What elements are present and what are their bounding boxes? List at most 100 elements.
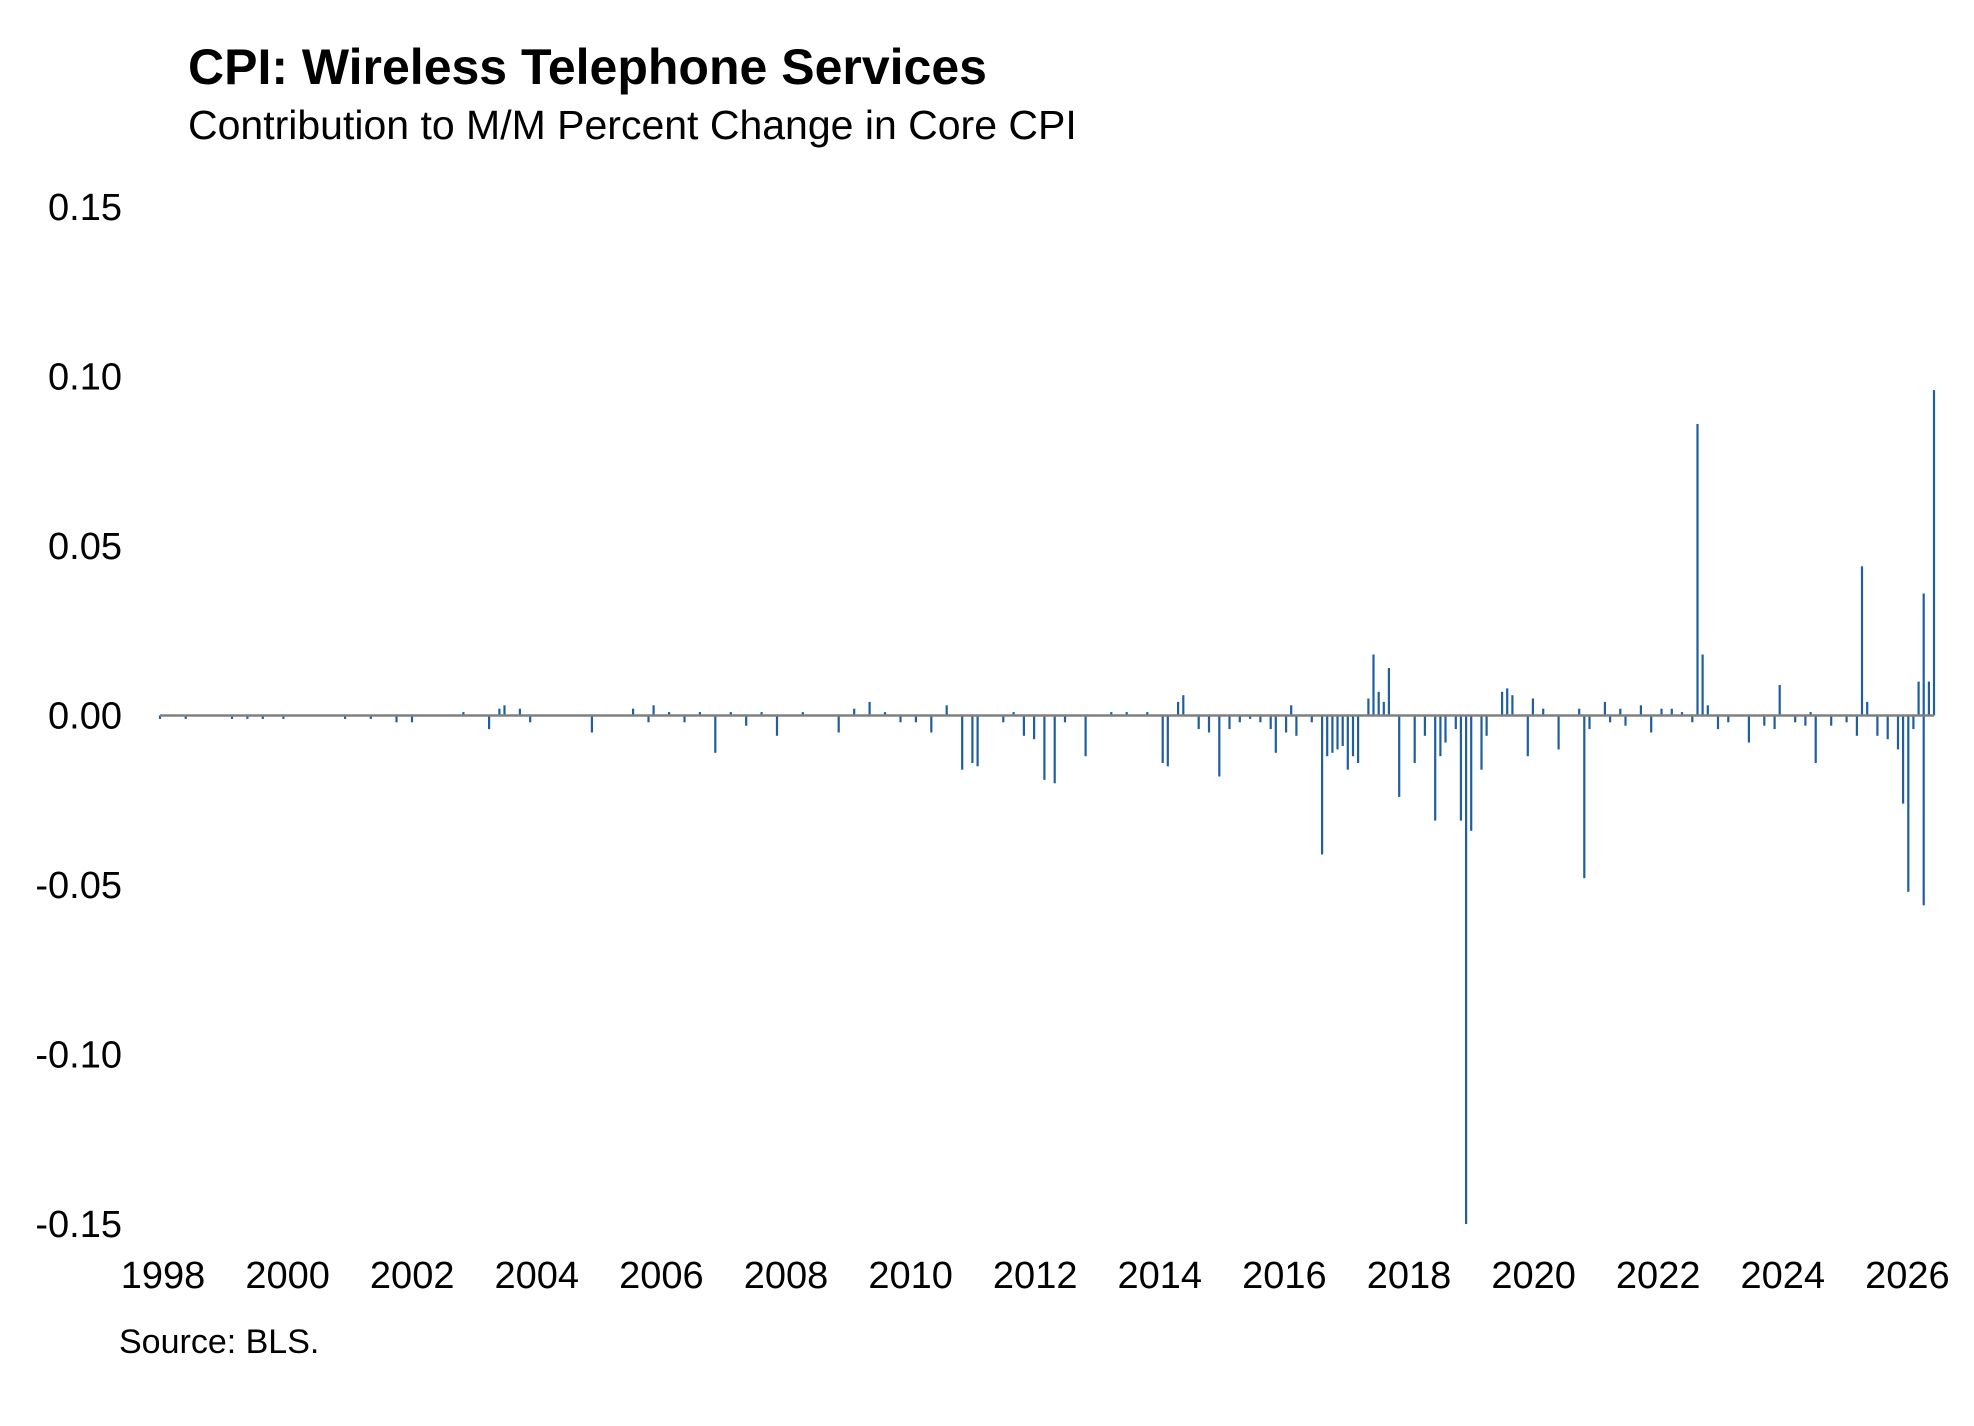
bar bbox=[1197, 715, 1200, 730]
bar bbox=[1619, 708, 1622, 716]
bar bbox=[1470, 715, 1473, 831]
source-note: Source: BLS. bbox=[119, 1323, 320, 1361]
bar bbox=[1125, 712, 1128, 716]
bar bbox=[1238, 715, 1241, 723]
bar bbox=[729, 712, 732, 716]
bar bbox=[1603, 701, 1606, 716]
bar bbox=[1398, 715, 1401, 797]
y-tick-label: 0.05 bbox=[48, 526, 122, 568]
bar bbox=[1367, 698, 1370, 716]
bar bbox=[1485, 715, 1488, 736]
y-axis-tick-labels: 0.15 0.10 0.05 0.00 -0.05 -0.10 -0.15 bbox=[35, 187, 122, 1246]
bar bbox=[775, 715, 779, 736]
bar bbox=[1670, 708, 1673, 716]
bar bbox=[745, 715, 748, 726]
x-tick-label: 2010 bbox=[868, 1255, 953, 1297]
bar bbox=[1506, 688, 1509, 716]
bar bbox=[1465, 715, 1468, 1224]
bar bbox=[1814, 715, 1817, 763]
bar bbox=[1542, 708, 1545, 716]
bar bbox=[1166, 715, 1169, 767]
bar bbox=[1804, 715, 1807, 726]
bar bbox=[1794, 715, 1797, 723]
bar bbox=[914, 715, 917, 723]
bar bbox=[632, 708, 635, 716]
bar bbox=[1043, 715, 1046, 780]
bar bbox=[1511, 695, 1514, 716]
bar bbox=[1084, 715, 1087, 757]
bar bbox=[1228, 715, 1231, 730]
x-axis-tick-labels: 1998 2000 2002 2004 2006 2008 2010 2012 2014 2016… bbox=[121, 1255, 1950, 1297]
bar bbox=[1680, 712, 1684, 716]
y-tick-label: -0.05 bbox=[35, 865, 122, 907]
bar bbox=[1459, 715, 1462, 821]
bar bbox=[868, 701, 871, 716]
bar bbox=[1907, 715, 1910, 892]
bar bbox=[1218, 715, 1221, 777]
x-tick-label: 2006 bbox=[619, 1255, 704, 1297]
x-tick-label: 2008 bbox=[744, 1255, 829, 1297]
bar bbox=[230, 715, 234, 719]
bar bbox=[1932, 390, 1936, 716]
bar bbox=[683, 715, 686, 723]
x-tick-label: 2012 bbox=[993, 1255, 1078, 1297]
bar bbox=[1866, 701, 1869, 716]
bar bbox=[1701, 654, 1704, 716]
bar bbox=[883, 712, 887, 716]
bar bbox=[1501, 691, 1504, 716]
bar bbox=[1012, 712, 1015, 716]
bar bbox=[1413, 715, 1416, 763]
bar bbox=[853, 708, 856, 716]
bar bbox=[976, 715, 979, 767]
x-tick-label: 2024 bbox=[1741, 1255, 1826, 1297]
bar bbox=[1310, 715, 1313, 723]
bar bbox=[945, 705, 948, 716]
bar bbox=[1855, 715, 1858, 736]
bar bbox=[503, 705, 506, 716]
bar bbox=[1434, 715, 1437, 821]
bar bbox=[590, 715, 593, 733]
bar bbox=[1578, 708, 1581, 716]
bar bbox=[1053, 715, 1056, 784]
bar bbox=[395, 715, 398, 723]
bar bbox=[462, 712, 465, 716]
bar bbox=[760, 712, 763, 716]
bar bbox=[1022, 715, 1025, 736]
y-tick-label: 0.00 bbox=[48, 696, 122, 738]
bar bbox=[1387, 668, 1390, 716]
bar bbox=[1588, 715, 1591, 730]
bar bbox=[1639, 705, 1642, 716]
bar bbox=[1063, 715, 1067, 723]
x-tick-label: 2022 bbox=[1616, 1255, 1701, 1297]
bar bbox=[369, 715, 372, 719]
bar bbox=[1660, 708, 1663, 716]
bar bbox=[668, 712, 671, 716]
bar bbox=[1480, 715, 1483, 770]
bar bbox=[1778, 685, 1781, 716]
bar bbox=[1531, 698, 1534, 716]
x-tick-label: 2016 bbox=[1242, 1255, 1327, 1297]
bar bbox=[1161, 715, 1164, 763]
x-tick-label: 2026 bbox=[1865, 1255, 1950, 1297]
bar bbox=[282, 715, 285, 719]
bar bbox=[158, 715, 162, 719]
bar bbox=[529, 715, 532, 723]
bar bbox=[1274, 715, 1277, 753]
bar bbox=[1922, 715, 1925, 906]
bar bbox=[1259, 715, 1262, 723]
bar bbox=[1896, 715, 1900, 750]
x-tick-label: 2000 bbox=[245, 1255, 330, 1297]
bar bbox=[488, 715, 491, 730]
bar bbox=[1830, 715, 1833, 726]
bar bbox=[1269, 715, 1272, 730]
bar bbox=[1372, 654, 1375, 716]
bar bbox=[1326, 715, 1329, 757]
bar bbox=[1182, 695, 1185, 716]
bar bbox=[1609, 715, 1612, 723]
bar bbox=[1557, 715, 1560, 750]
bar bbox=[344, 715, 347, 719]
bar bbox=[1346, 715, 1349, 770]
bar-series bbox=[158, 390, 1936, 1224]
bar bbox=[1747, 715, 1750, 743]
x-tick-label: 2018 bbox=[1367, 1255, 1452, 1297]
